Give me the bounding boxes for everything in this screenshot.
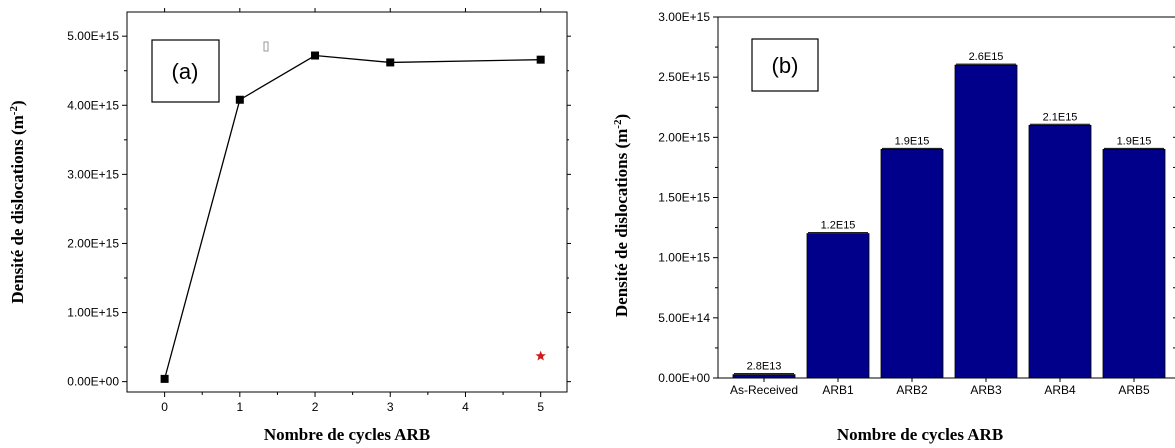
chart-a-x-tick-label: 4 [462,400,469,414]
chart-b-y-tick-label: 1.00E+15 [658,251,710,265]
chart-b-y-tick-label: 5.00E+14 [658,311,710,325]
chart-b-data-label: 2.1E15 [1043,111,1078,123]
chart-a-panel-label-box [151,39,220,103]
chart-a-x-axis-title: Nombre de cycles ARB [264,425,430,444]
chart-a-data-point [536,55,545,64]
chart-a-y-title-main: Densité de dislocations (m [8,115,27,303]
chart-a-x-tick-label: 5 [537,400,544,414]
chart-b-data-label: 1.9E15 [1117,135,1152,147]
chart-a-x-tick-label: 3 [387,400,394,414]
chart-a-y-tick-label: 3.00E+15 [67,167,119,181]
chart-b-y-title-main: Densité de dislocations (m [612,129,631,317]
chart-a-x-tick-label: 2 [312,400,319,414]
chart-b-y-axis-title: Densité de dislocations (m-2) [612,114,631,317]
chart-b-bar [1028,124,1092,379]
chart-b-data-label: 2.8E13 [747,361,782,373]
chart-b-y-title-end: ) [612,114,631,120]
chart-b-y-tick-label: 1.50E+15 [658,191,710,205]
chart-b-x-axis-title: Nombre de cycles ARB [837,425,1003,444]
chart-b-bar [806,233,870,379]
chart-b-data-label: 1.2E15 [821,220,856,232]
chart-a-frame [126,11,568,393]
chart-a-data-point [160,374,169,383]
chart-a-y-tick-label: 2.00E+15 [67,236,119,250]
chart-b-x-tick-label: As-Received [730,383,798,397]
chart-a-y-tick-label: 4.00E+15 [67,98,119,112]
chart-b-bar [954,64,1018,379]
chart-b-panel-label-box [751,38,819,92]
chart-b-y-tick-label: 0.00E+00 [658,371,710,385]
chart-b-y-tick-label: 3.00E+15 [658,10,710,24]
chart-b-panel-label: (b) [772,53,799,78]
chart-a-x-tick-label: 1 [236,400,243,414]
chart-a-y-title-end: ) [8,100,27,106]
chart-b-x-tick-label: ARB1 [822,383,854,397]
chart-b-bar [732,374,796,379]
chart-a-panel-label: (a) [172,59,199,84]
chart-a-y-tick-label: 5.00E+15 [67,29,119,43]
chart-b-x-tick-label: ARB5 [1118,383,1150,397]
chart-b-data-label: 2.6E15 [969,51,1004,63]
chart-a-data-point [311,51,320,60]
chart-b-bar [880,148,944,379]
chart-b-data-label: 1.9E15 [895,135,930,147]
chart-b-x-tick-label: ARB3 [970,383,1002,397]
chart-b-y-tick-label: 2.50E+15 [658,70,710,84]
chart-b-x-tick-label: ARB2 [896,383,928,397]
chart-b-y-tick-label: 2.00E+15 [658,130,710,144]
chart-b-y-title-sup: -2 [612,119,624,129]
chart-a-data-point [386,58,395,67]
chart-b-x-tick-label: ARB4 [1044,383,1076,397]
chart-a-y-tick-label: 1.00E+15 [67,306,119,320]
chart-a-y-tick-label: 0.00E+00 [67,375,119,389]
chart-a-star-marker [535,350,546,361]
chart-a-y-axis-title: Densité de dislocations (m-2) [8,100,27,303]
chart-b-bar [1102,148,1166,379]
chart-a-text-cursor-icon [263,41,269,52]
chart-a-data-point [235,95,244,104]
chart-a-y-title-sup: -2 [8,106,20,116]
chart-a-x-tick-label: 0 [161,400,168,414]
